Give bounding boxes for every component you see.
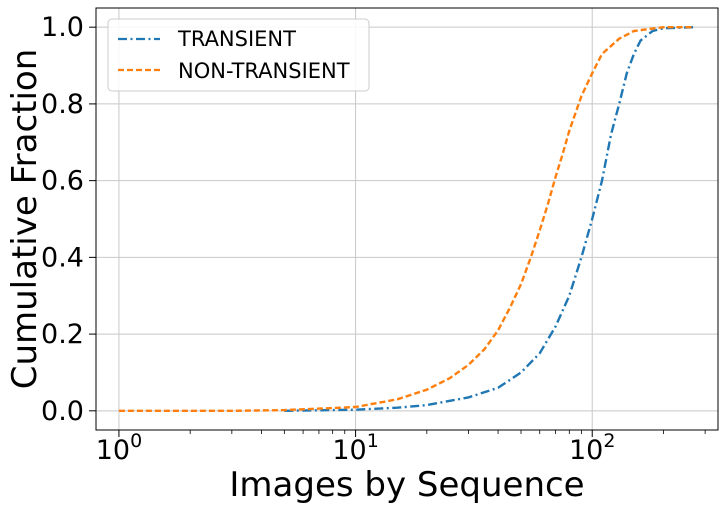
series-line-transient — [284, 26, 695, 412]
y-axis-label: Cumulative Fraction — [5, 49, 45, 390]
y-tick-label-0: 0.0 — [41, 396, 84, 427]
series-layer — [118, 26, 695, 412]
x-axis-ticks: 100 101 102 — [96, 430, 706, 466]
x-tick-label-0: 100 — [96, 430, 142, 466]
legend-label-non-transient: NON-TRANSIENT — [178, 59, 350, 83]
y-tick-label-1: 0.2 — [41, 319, 84, 350]
y-tick-label-5: 1.0 — [41, 12, 84, 43]
y-tick-label-2: 0.4 — [41, 242, 84, 273]
x-tick-label-2: 102 — [569, 430, 615, 466]
legend-label-transient: TRANSIENT — [177, 27, 296, 51]
legend-box — [107, 18, 370, 92]
plot-frame — [95, 7, 719, 431]
y-axis-ticks: 0.0 0.2 0.4 0.6 0.8 1.0 — [41, 12, 96, 427]
x-tick-label-1: 101 — [332, 430, 378, 466]
legend: TRANSIENT NON-TRANSIENT — [107, 18, 370, 92]
y-tick-label-4: 0.8 — [41, 89, 84, 120]
series-line-non-transient — [118, 26, 695, 412]
x-axis-label: Images by Sequence — [229, 465, 584, 505]
y-tick-label-3: 0.6 — [41, 166, 84, 197]
